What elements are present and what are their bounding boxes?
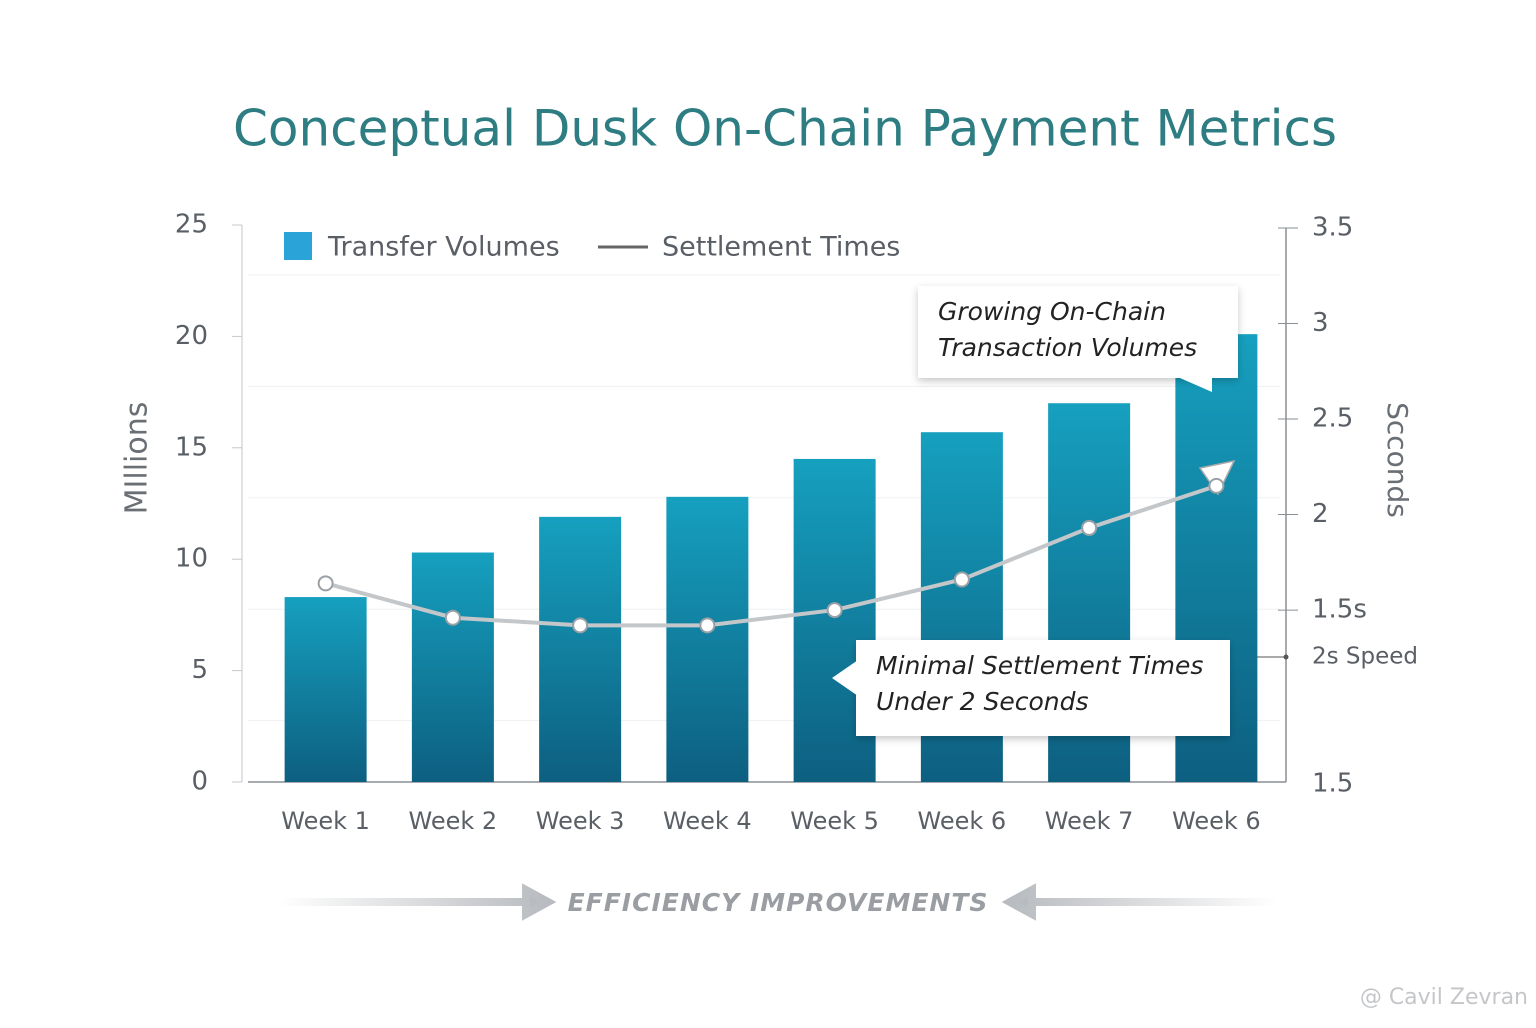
- bar: [666, 496, 749, 782]
- annotation-text: Transaction Volumes: [938, 333, 1197, 362]
- y-tick-label: 15: [175, 432, 208, 462]
- x-tick-label: Week 6: [1172, 807, 1261, 835]
- line: [325, 483, 1218, 628]
- annotation-text: Minimal Settlement Times: [876, 651, 1203, 680]
- y2-note: 1.5: [1312, 769, 1353, 799]
- y2-note: 2s Speed: [1312, 644, 1418, 670]
- x-tick-label: Week 4: [663, 807, 752, 835]
- y-tick-label: 25: [175, 210, 208, 240]
- x-tick-label: Week 7: [1045, 807, 1134, 835]
- speed-dot: [1283, 654, 1289, 660]
- x-tick-label: Week 1: [281, 807, 370, 835]
- y-tick-label: 10: [175, 544, 208, 574]
- line-point: [826, 602, 843, 619]
- watermark: @ Cavil Zevran: [1360, 985, 1528, 1010]
- x-tick-label: Week 3: [536, 807, 625, 835]
- footer-arrow-left: [278, 883, 557, 921]
- footer-arrow-right: [1001, 883, 1278, 921]
- y2-axis-label: Scconds: [1381, 402, 1414, 518]
- annotation-tail: [1180, 378, 1212, 392]
- line-point: [572, 617, 589, 634]
- y-tick-label: 5: [191, 655, 208, 685]
- line-point: [699, 617, 716, 634]
- line-point: [317, 575, 334, 592]
- x-tick-label: Week 6: [918, 807, 1007, 835]
- annotation-text: Under 2 Seconds: [876, 687, 1089, 716]
- line-point: [953, 571, 970, 588]
- y-axis-label: MIllions: [120, 402, 155, 515]
- legend-label: Settlement Times: [662, 232, 900, 263]
- footer-label: EFFICIENCY IMPROVEMENTS: [568, 888, 989, 917]
- x-tick-label: Week 2: [409, 807, 498, 835]
- y2-tick-label: 3: [1312, 308, 1329, 338]
- arrowhead: [1198, 459, 1236, 496]
- bar: [539, 516, 622, 782]
- line-point: [444, 609, 461, 626]
- y-tick-label: 20: [175, 321, 208, 351]
- y2-tick-label: 2: [1312, 499, 1329, 529]
- legend-swatch: [284, 232, 312, 260]
- line-point: [1208, 477, 1225, 494]
- annotation-box: [918, 286, 1238, 378]
- y2-tick-label: 1.5s: [1312, 595, 1367, 625]
- bar: [411, 552, 494, 782]
- annotation-text: Growing On-Chain: [938, 297, 1166, 326]
- annotation-tail: [832, 660, 858, 696]
- y2-tick-label: 3.5: [1312, 213, 1353, 243]
- annotation: Growing On-Chain Transaction Volumes: [918, 286, 1238, 392]
- y2-tick-label: 2.5: [1312, 404, 1353, 434]
- chart-title: Conceptual Dusk On-Chain Payment Metrics: [233, 100, 1337, 158]
- y-tick-label: 0: [191, 767, 208, 797]
- line-point: [1081, 519, 1098, 536]
- bar: [284, 597, 367, 782]
- x-tick-label: Week 5: [790, 807, 879, 835]
- annotation: Minimal Settlement Times Under 2 Seconds: [832, 640, 1230, 736]
- legend-label: Transfer Volumes: [327, 232, 560, 263]
- annotation-box: [856, 640, 1230, 736]
